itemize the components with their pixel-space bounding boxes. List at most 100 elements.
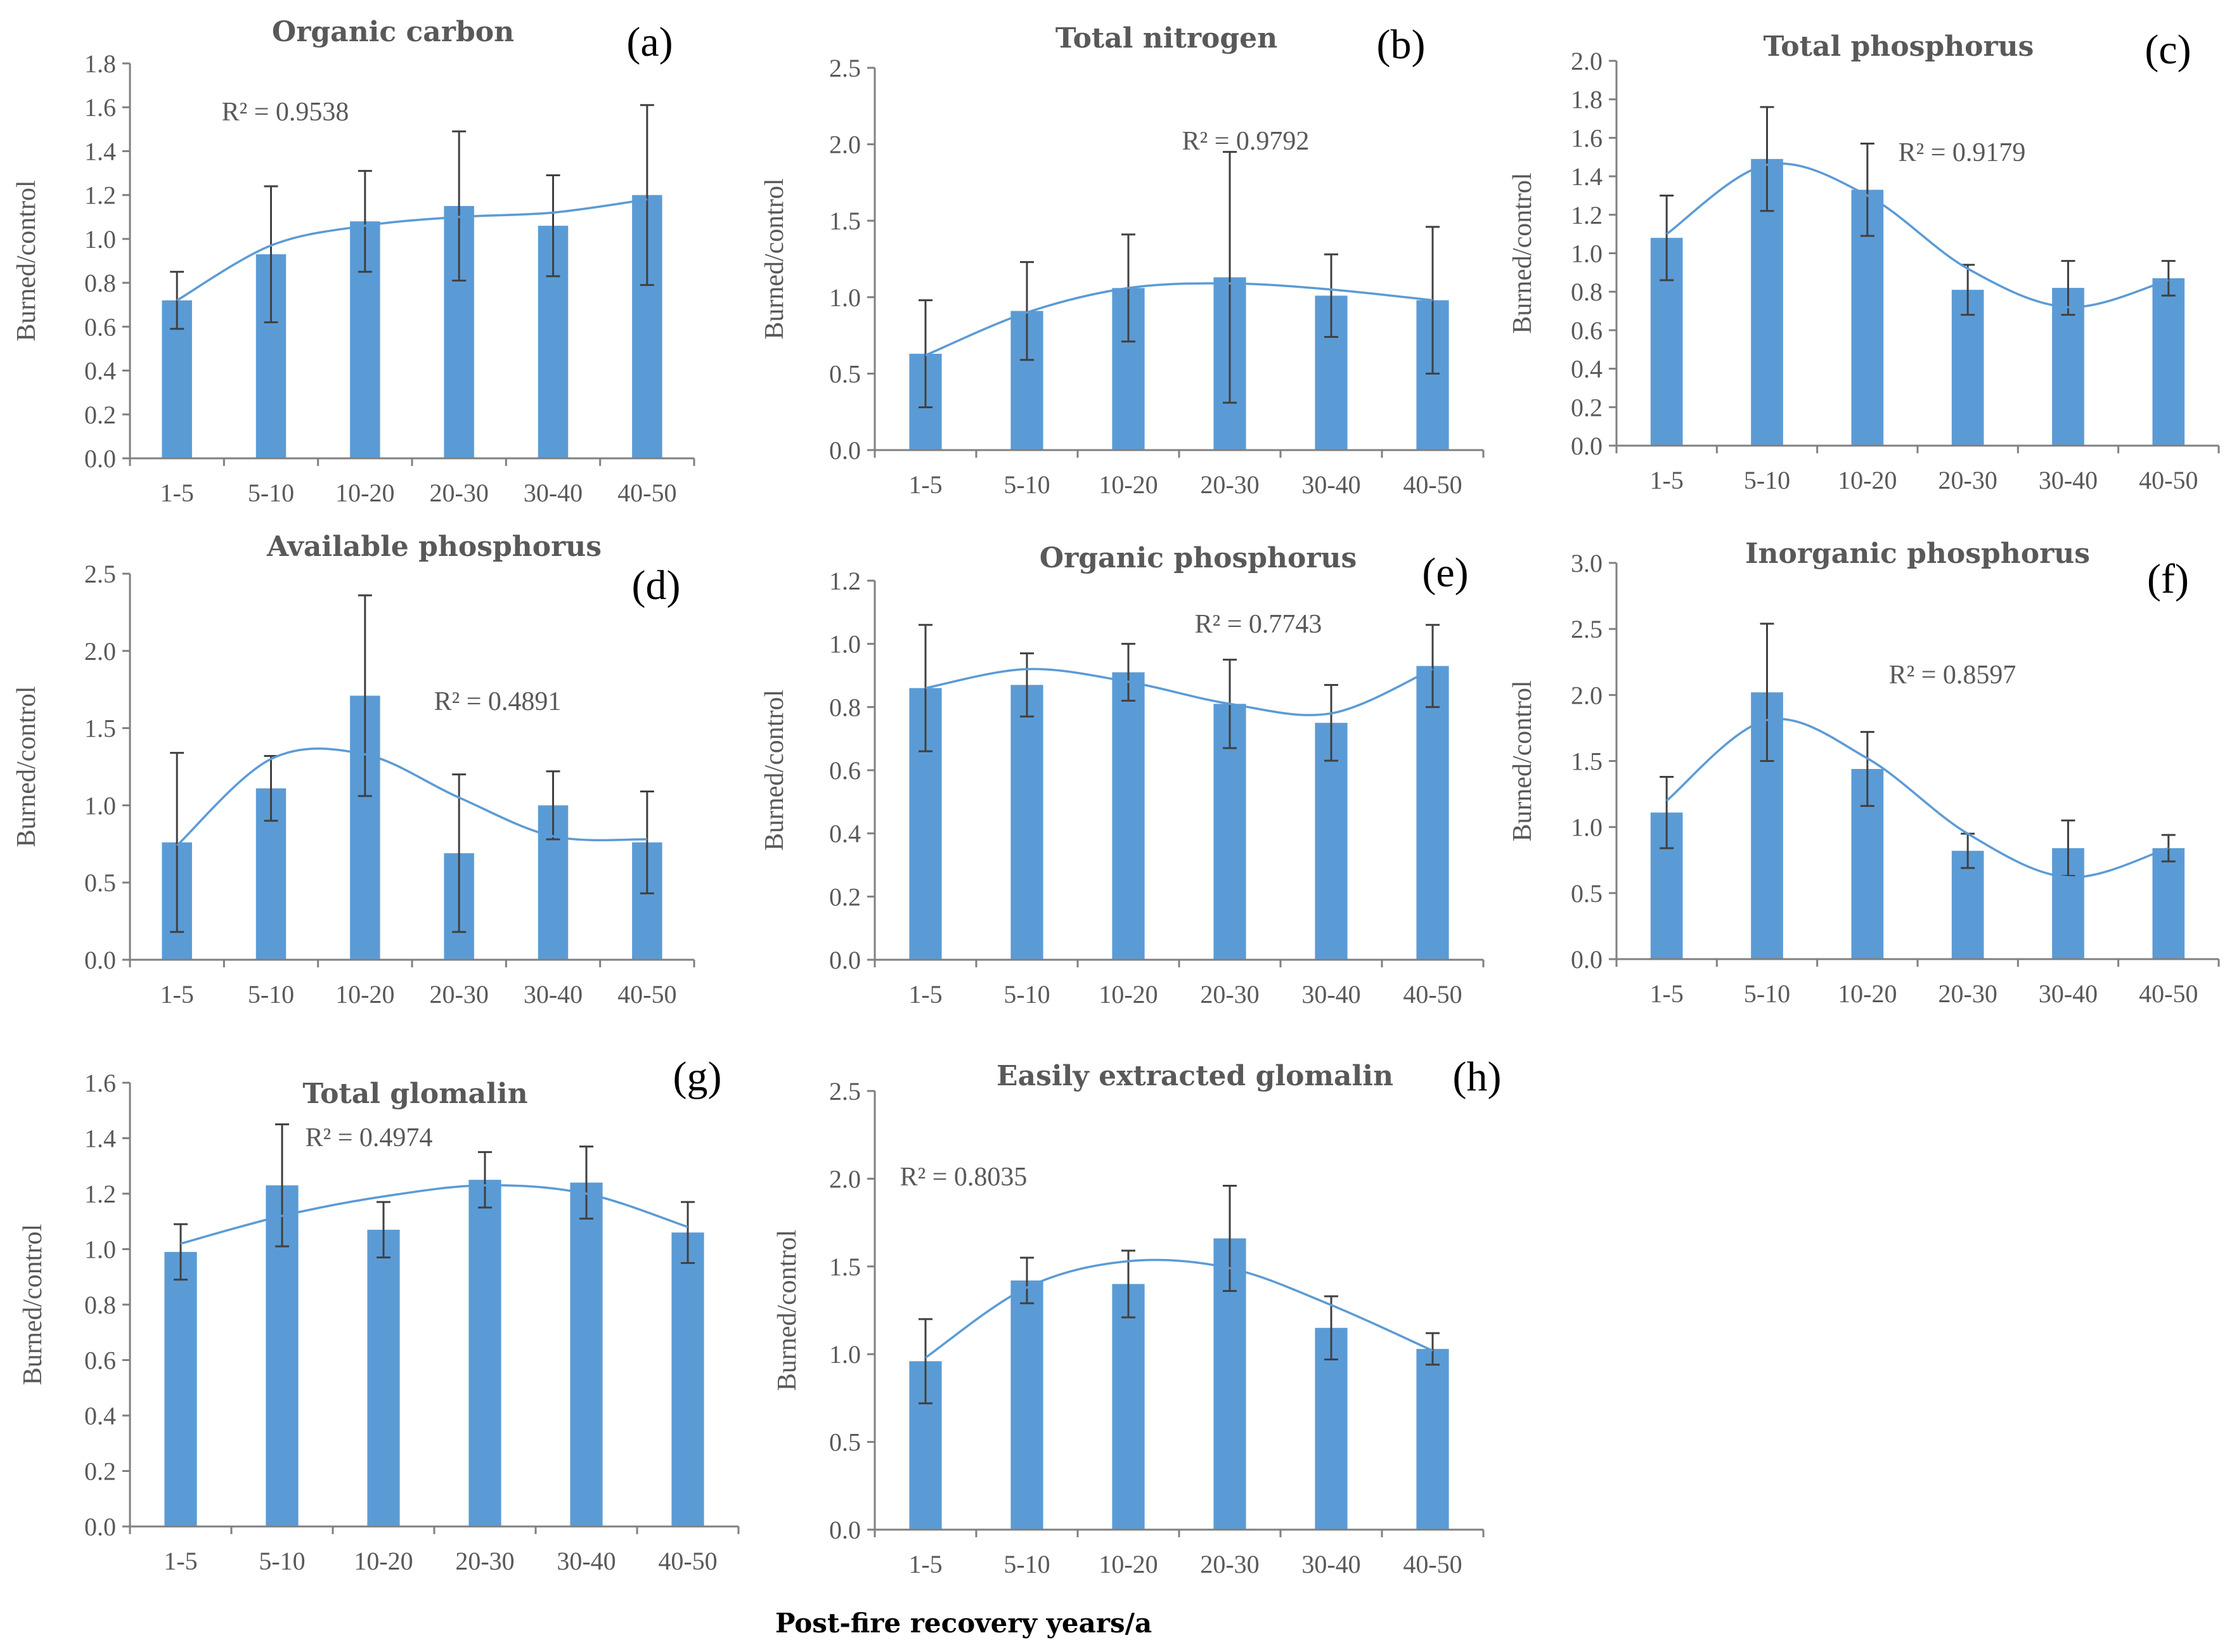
panel-a: Organic carbon (a) 0.0 0.2 0.4 0.6 0.8 1.0 1.2 1.… bbox=[12, 16, 695, 507]
bar-10-20 bbox=[1112, 1284, 1145, 1530]
x-tick-label: 20-30 bbox=[1200, 980, 1259, 1009]
error-bar-40-50 bbox=[640, 790, 654, 894]
y-tick-label: 0.2 bbox=[84, 1457, 116, 1486]
y-tick-label: 1.5 bbox=[829, 1253, 861, 1281]
x-tick-label: 40-50 bbox=[2139, 466, 2198, 494]
bar-30-40 bbox=[1315, 723, 1348, 960]
y-tick-label: 0.4 bbox=[829, 820, 861, 848]
error-bar-40-50 bbox=[2161, 834, 2176, 863]
panel-b: Total nitrogen (b) 0.0 0.5 1.0 1.5 2.0 2.5 Burne… bbox=[760, 22, 1485, 499]
x-tick-label: 5-10 bbox=[1744, 979, 1790, 1008]
y-tick-label: 1.0 bbox=[829, 630, 861, 659]
figure-x-axis-label: Post-fire recovery years/a bbox=[775, 1608, 1152, 1639]
error-bar-1-5 bbox=[1660, 776, 1674, 849]
y-tick-label: 1.0 bbox=[1571, 813, 1603, 842]
y-tick-label: 1.8 bbox=[84, 49, 116, 78]
y-tick-label: 0.0 bbox=[829, 1516, 861, 1544]
error-bar-5-10 bbox=[1760, 106, 1774, 212]
panel-title: Total glomalin bbox=[302, 1078, 527, 1110]
y-tick-label: 0.5 bbox=[829, 1428, 861, 1457]
y-tick-label: 0.0 bbox=[1571, 432, 1603, 460]
x-tick-label: 20-30 bbox=[430, 980, 489, 1009]
y-tick-label: 1.6 bbox=[84, 1069, 116, 1097]
y-tick-label: 1.4 bbox=[1571, 162, 1603, 191]
y-tick-label: 0.0 bbox=[84, 1513, 116, 1541]
error-bar-5-10 bbox=[1020, 261, 1034, 361]
r-squared-label: R² = 0.4891 bbox=[434, 687, 562, 716]
x-tick-label: 10-20 bbox=[354, 1547, 413, 1575]
y-tick-label: 0.2 bbox=[84, 401, 116, 429]
y-axis-label: Burned/control bbox=[760, 690, 789, 851]
y-tick-label: 0.0 bbox=[84, 444, 116, 473]
bar-1-5 bbox=[164, 1251, 197, 1526]
error-bar-30-40 bbox=[2061, 260, 2075, 316]
x-tick-label: 1-5 bbox=[908, 470, 942, 499]
y-tick-label: 0.8 bbox=[84, 269, 116, 297]
y-tick-label: 2.0 bbox=[1571, 47, 1603, 75]
y-tick-label: 0.4 bbox=[84, 1402, 116, 1430]
y-tick-label: 0.4 bbox=[84, 357, 116, 385]
error-bar-30-40 bbox=[1324, 1295, 1338, 1361]
error-bar-5-10 bbox=[1020, 1256, 1034, 1305]
error-bar-30-40 bbox=[1324, 683, 1338, 762]
error-bar-10-20 bbox=[1860, 731, 1874, 807]
y-axis-label: Burned/control bbox=[12, 686, 41, 847]
x-tick-label: 5-10 bbox=[259, 1547, 305, 1575]
y-tick-label: 0.5 bbox=[84, 868, 116, 897]
panel-label: (h) bbox=[1453, 1054, 1502, 1100]
x-tick-label: 20-30 bbox=[1200, 1550, 1259, 1578]
error-bar-10-20 bbox=[358, 594, 372, 797]
error-bar-5-10 bbox=[1760, 623, 1774, 762]
y-tick-label: 3.0 bbox=[1571, 549, 1603, 578]
x-tick-label: 40-50 bbox=[2139, 979, 2198, 1008]
x-tick-label: 20-30 bbox=[455, 1547, 514, 1575]
error-bar-5-10 bbox=[264, 185, 278, 323]
error-bar-10-20 bbox=[1121, 643, 1135, 702]
x-tick-label: 10-20 bbox=[1099, 470, 1158, 499]
error-bar-40-50 bbox=[1426, 226, 1440, 375]
y-tick-label: 1.0 bbox=[84, 1236, 116, 1264]
x-tick-label: 5-10 bbox=[1003, 1550, 1050, 1578]
error-bar-30-40 bbox=[579, 1145, 593, 1220]
panel-e: Organic phosphorus (e) 0.0 0.2 0.4 0.6 0.8 1.0 1… bbox=[760, 542, 1485, 1009]
y-tick-label: 1.2 bbox=[1571, 201, 1603, 229]
x-tick-label: 20-30 bbox=[1938, 466, 1997, 494]
error-bar-20-30 bbox=[1223, 1184, 1237, 1293]
bar-40-50 bbox=[671, 1232, 704, 1526]
error-bar-20-30 bbox=[452, 130, 467, 282]
x-tick-label: 40-50 bbox=[1403, 470, 1462, 499]
bar-40-50 bbox=[1416, 1348, 1449, 1530]
trend-line bbox=[925, 1258, 1433, 1359]
y-tick-label: 0.2 bbox=[829, 882, 861, 911]
error-bar-20-30 bbox=[1223, 151, 1237, 404]
y-axis-label: Burned/control bbox=[1508, 680, 1537, 841]
error-bar-20-30 bbox=[452, 773, 467, 933]
x-tick-label: 40-50 bbox=[617, 479, 676, 507]
y-axis-label: Burned/control bbox=[773, 1230, 802, 1391]
y-tick-label: 1.0 bbox=[84, 791, 116, 820]
error-bar-20-30 bbox=[478, 1151, 492, 1209]
trend-line bbox=[925, 282, 1433, 357]
y-tick-label: 0.5 bbox=[829, 359, 861, 388]
error-bar-1-5 bbox=[170, 271, 184, 330]
y-tick-label: 0.5 bbox=[1571, 879, 1603, 908]
r-squared-label: R² = 0.9538 bbox=[222, 98, 349, 127]
r-squared-label: R² = 0.8597 bbox=[1889, 661, 2016, 690]
x-tick-label: 10-20 bbox=[335, 980, 394, 1009]
y-tick-label: 0.6 bbox=[1571, 316, 1603, 345]
x-tick-label: 1-5 bbox=[908, 980, 942, 1009]
trend-line bbox=[176, 747, 647, 846]
x-tick-label: 40-50 bbox=[617, 980, 676, 1009]
panel-title: Available phosphorus bbox=[266, 531, 602, 563]
trend-line bbox=[176, 198, 648, 302]
error-bar-1-5 bbox=[919, 299, 932, 408]
panel-label: (e) bbox=[1422, 550, 1468, 596]
x-tick-label: 40-50 bbox=[658, 1547, 717, 1575]
x-tick-label: 30-40 bbox=[2039, 466, 2098, 494]
y-axis-label: Burned/control bbox=[18, 1224, 48, 1385]
y-tick-label: 0.8 bbox=[829, 693, 861, 721]
x-tick-label: 30-40 bbox=[557, 1547, 616, 1575]
error-bar-1-5 bbox=[919, 624, 932, 752]
r-squared-label: R² = 0.9179 bbox=[1899, 138, 2026, 167]
y-tick-label: 2.5 bbox=[829, 1077, 861, 1106]
